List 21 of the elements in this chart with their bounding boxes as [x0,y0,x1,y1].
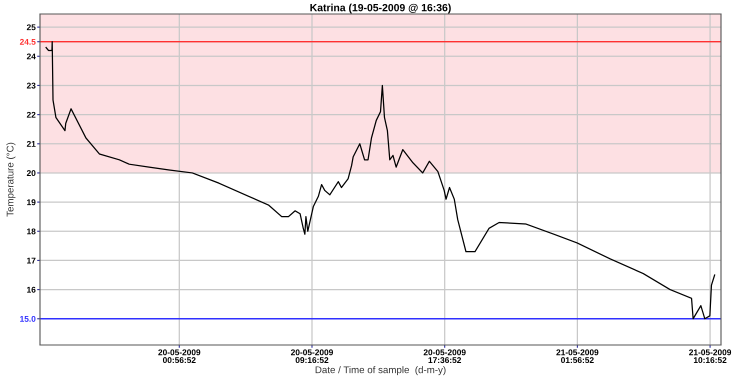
line-series [45,41,716,320]
x-tick-label: 21-05-2009 01:56:52 [556,349,598,364]
y-tick-label: 24 [26,53,36,60]
y-tick-label: 24.5 [20,38,36,45]
y-tick-label: 20 [26,170,36,176]
y-axis-title: Temperature (°C) [6,142,16,217]
y-tick-label: 17 [27,258,36,264]
x-tick-label: 20-05-2009 17:36:52 [424,349,466,364]
x-tick-label: 20-05-2009 09:16:52 [290,349,333,364]
x-tick-label: 20-05-2009 00:56:52 [158,349,200,364]
y-tick-label: 22 [26,112,36,118]
x-axis-title: Date / Time of sample (d-m-y) [316,366,446,376]
y-tick-label: 23 [26,82,36,89]
y-tick-label: 16 [27,286,36,293]
y-tick-label: 15.0 [20,316,36,322]
chart-title: Katrina (19-05-2009 @ 16:36) [310,4,451,14]
y-tick-label: 25 [26,24,36,30]
y-tick-label: 21 [26,140,36,147]
x-tick-label: 21-05-2009 10:16:52 [689,349,732,364]
y-tick-label: 18 [27,228,36,234]
y-tick-label: 19 [27,199,36,206]
